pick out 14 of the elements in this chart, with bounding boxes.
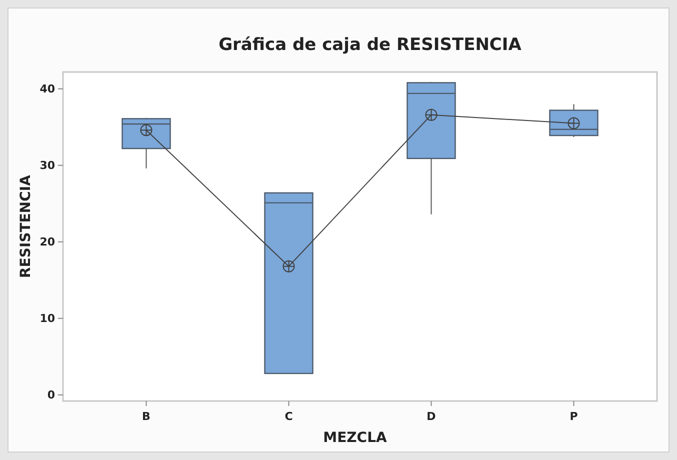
y-axis-title: RESISTENCIA bbox=[18, 174, 34, 278]
y-tick-label: 30 bbox=[40, 159, 56, 172]
x-tick-label: B bbox=[142, 410, 150, 423]
x-axis-title: MEZCLA bbox=[323, 430, 387, 446]
y-tick-label: 0 bbox=[47, 388, 56, 402]
y-tick-label: 40 bbox=[40, 82, 56, 96]
point bbox=[425, 108, 438, 121]
point bbox=[282, 260, 295, 272]
x-tick-label: D bbox=[426, 410, 436, 423]
chart-title: Gráfica de caja de RESISTENCIA bbox=[218, 35, 522, 55]
y-tick-label: 10 bbox=[40, 312, 56, 326]
y-tick-label: 20 bbox=[40, 236, 56, 249]
x-tick-label: P bbox=[570, 410, 578, 423]
x-tick-label: C bbox=[284, 410, 293, 423]
